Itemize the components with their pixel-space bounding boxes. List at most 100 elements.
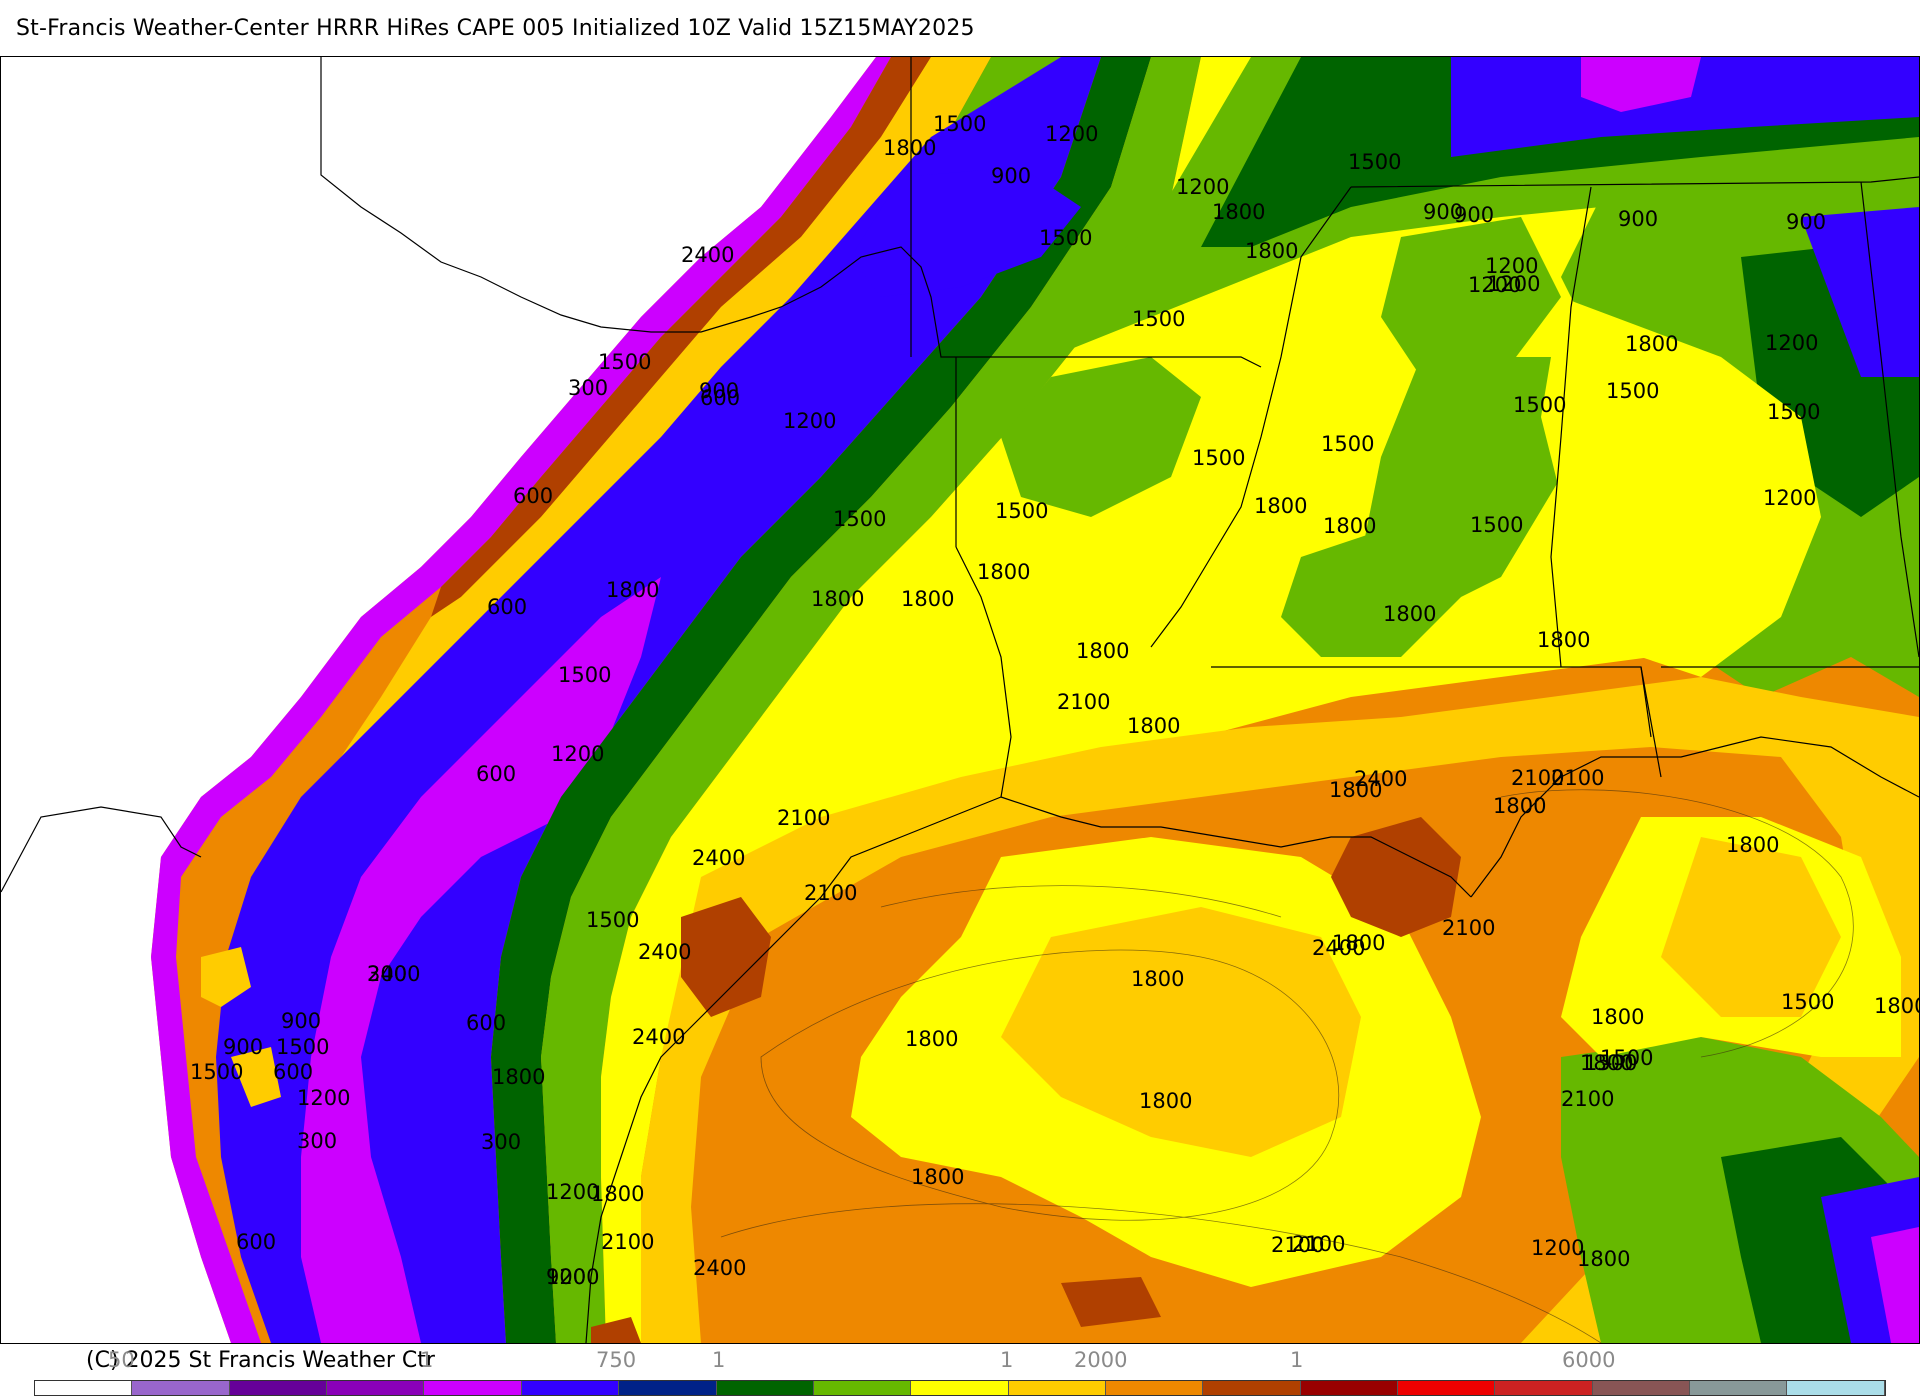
contour-label: 900 — [991, 164, 1031, 188]
contour-label: 1500 — [1767, 400, 1820, 424]
contour-label: 1500 — [598, 350, 651, 374]
contour-label: 1500 — [1584, 1051, 1637, 1075]
contour-label: 600 — [273, 1060, 313, 1084]
contour-label: 1800 — [1577, 1247, 1630, 1271]
colorbar-swatch — [1787, 1381, 1885, 1395]
contour-label: 1800 — [1493, 794, 1546, 818]
contour-label: 1200 — [546, 1265, 599, 1289]
contour-label: 1800 — [1383, 602, 1436, 626]
footer: (C) 2025 St Francis Weather Ctr 50 1 750 1 1… — [0, 1342, 1920, 1400]
colorbar-tick-label: 1 — [1290, 1348, 1304, 1372]
contour-label: 1800 — [1076, 639, 1129, 663]
contour-label: 2100 — [1511, 766, 1564, 790]
contour-label: 1500 — [558, 663, 611, 687]
colorbar-swatch — [1690, 1381, 1788, 1395]
contour-label: 1800 — [1127, 714, 1180, 738]
contour-label: 2100 — [1561, 1087, 1614, 1111]
contour-label: 1200 — [1763, 486, 1816, 510]
contour-label: 300 — [568, 376, 608, 400]
contour-label: 1500 — [833, 507, 886, 531]
colorbar-swatch — [911, 1381, 1009, 1395]
colorbar-swatch — [424, 1381, 522, 1395]
colorbar-swatch — [229, 1381, 328, 1395]
contour-label: 1200 — [1485, 254, 1538, 278]
contour-label: 1800 — [1329, 778, 1382, 802]
contour-label: 1500 — [995, 499, 1048, 523]
contour-label: 900 — [281, 1009, 321, 1033]
colorbar — [34, 1380, 1886, 1396]
copyright-text: (C) 2025 St Francis Weather Ctr — [86, 1348, 435, 1373]
contour-label: 900 — [1618, 207, 1658, 231]
contour-label: 900 — [1423, 200, 1463, 224]
colorbar-swatch — [619, 1381, 717, 1395]
colorbar-swatch — [1203, 1381, 1301, 1395]
contour-label: 2100 — [1442, 916, 1495, 940]
colorbar-swatch — [1592, 1381, 1691, 1395]
contour-label: 1800 — [606, 578, 659, 602]
contour-label: 1500 — [1470, 513, 1523, 537]
contour-label: 2400 — [638, 940, 691, 964]
contour-label: 1800 — [1212, 200, 1265, 224]
contour-label: 1800 — [811, 587, 864, 611]
contour-label: 2400 — [367, 962, 420, 986]
colorbar-tick-label: 750 — [596, 1348, 637, 1372]
contour-label: 1800 — [1580, 1051, 1633, 1075]
contour-label: 1500 — [586, 908, 639, 932]
contour-label: 1800 — [1245, 239, 1298, 263]
contour-label: 2100 — [1271, 1233, 1324, 1257]
contour-label: 1200 — [1487, 272, 1540, 296]
contour-label: 900 — [546, 1265, 586, 1289]
contour-label: 1800 — [1874, 994, 1919, 1018]
cape-map[interactable]: 1500 1200 1800 900 1200 1500 1200 1800 1500 1800 2… — [0, 56, 1920, 1344]
contour-label: 2100 — [777, 806, 830, 830]
contour-label: 1800 — [1537, 628, 1590, 652]
contour-label: 1500 — [190, 1060, 243, 1084]
contour-label: 600 — [513, 484, 553, 508]
contour-label: 1500 — [933, 112, 986, 136]
colorbar-tick-label: 1 — [712, 1348, 726, 1372]
contour-label: 900 — [1454, 203, 1494, 227]
contour-label: 1200 — [1176, 175, 1229, 199]
contour-label: 1200 — [551, 742, 604, 766]
contour-label: 1200 — [1468, 273, 1521, 297]
colorbar-swatch — [1008, 1381, 1106, 1395]
contour-label: 300 — [367, 962, 407, 986]
contour-label: 1800 — [905, 1027, 958, 1051]
cape-shading — [1, 57, 1919, 1343]
contour-label: 1800 — [1332, 931, 1385, 955]
contour-label: 2100 — [601, 1230, 654, 1254]
contour-label: 1200 — [546, 1180, 599, 1204]
contour-label: 600 — [700, 386, 740, 410]
colorbar-swatch — [1105, 1381, 1204, 1395]
contour-label: 2100 — [804, 881, 857, 905]
contour-label: 600 — [487, 595, 527, 619]
contour-label: 2400 — [632, 1025, 685, 1049]
colorbar-tick-label: 2000 — [1074, 1348, 1128, 1372]
contour-label: 2400 — [692, 846, 745, 870]
contour-label: 1500 — [1192, 446, 1245, 470]
colorbar-swatch — [327, 1381, 425, 1395]
contour-label: 2400 — [681, 243, 734, 267]
colorbar-tick-label: 6000 — [1562, 1348, 1616, 1372]
contour-label: 1200 — [1531, 1236, 1584, 1260]
contour-label: 1800 — [591, 1182, 644, 1206]
contour-label: 1500 — [1348, 150, 1401, 174]
colorbar-tick-label: 1 — [1000, 1348, 1014, 1372]
colorbar-swatch — [1300, 1381, 1399, 1395]
contour-label: 1800 — [977, 560, 1030, 584]
contour-label: 1200 — [783, 409, 836, 433]
contour-label: 2400 — [1354, 767, 1407, 791]
contour-label: 1800 — [1323, 514, 1376, 538]
contour-label: 300 — [297, 1129, 337, 1153]
colorbar-tick-label: 1 — [420, 1348, 434, 1372]
contour-label: 900 — [699, 379, 739, 403]
contour-label: 1800 — [1625, 332, 1678, 356]
contour-label: 600 — [236, 1230, 276, 1254]
contour-label: 1800 — [883, 136, 936, 160]
contour-label: 600 — [476, 762, 516, 786]
contour-label: 300 — [481, 1130, 521, 1154]
contour-label: 2100 — [1292, 1232, 1345, 1256]
contour-label: 2400 — [1312, 936, 1365, 960]
